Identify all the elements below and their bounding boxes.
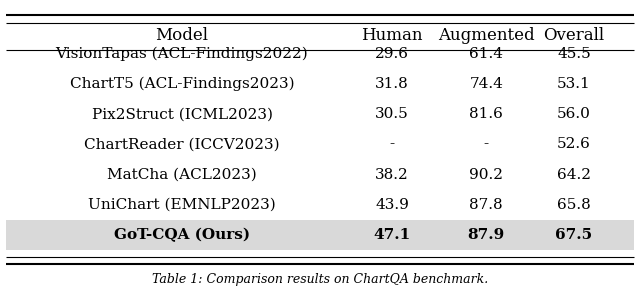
Text: ChartT5 (ACL-Findings2023): ChartT5 (ACL-Findings2023) <box>70 77 294 91</box>
Text: 87.8: 87.8 <box>469 198 503 211</box>
Text: 87.9: 87.9 <box>468 228 505 242</box>
Text: 56.0: 56.0 <box>557 107 591 121</box>
Text: Table 1: Comparison results on ChartQA benchmark.: Table 1: Comparison results on ChartQA b… <box>152 274 488 286</box>
Text: 81.6: 81.6 <box>469 107 503 121</box>
Text: 65.8: 65.8 <box>557 198 591 211</box>
Text: ChartReader (ICCV2023): ChartReader (ICCV2023) <box>84 137 280 151</box>
Text: 30.5: 30.5 <box>375 107 409 121</box>
Text: 61.4: 61.4 <box>469 47 503 61</box>
Text: -: - <box>390 137 395 151</box>
Text: Augmented: Augmented <box>438 27 534 44</box>
Text: 52.6: 52.6 <box>557 137 591 151</box>
Text: 67.5: 67.5 <box>556 228 593 242</box>
Text: UniChart (EMNLP2023): UniChart (EMNLP2023) <box>88 198 276 211</box>
Text: 64.2: 64.2 <box>557 167 591 181</box>
Text: 45.5: 45.5 <box>557 47 591 61</box>
Text: 53.1: 53.1 <box>557 77 591 91</box>
Text: Overall: Overall <box>543 27 605 44</box>
Text: -: - <box>484 137 489 151</box>
Text: Model: Model <box>156 27 209 44</box>
Text: Human: Human <box>362 27 423 44</box>
Text: 74.4: 74.4 <box>469 77 503 91</box>
Text: 43.9: 43.9 <box>375 198 409 211</box>
Text: 90.2: 90.2 <box>469 167 503 181</box>
Text: 31.8: 31.8 <box>375 77 409 91</box>
Text: 29.6: 29.6 <box>375 47 409 61</box>
FancyBboxPatch shape <box>6 220 634 250</box>
Text: VisionTapas (ACL-Findings2022): VisionTapas (ACL-Findings2022) <box>56 47 308 62</box>
Text: MatCha (ACL2023): MatCha (ACL2023) <box>107 167 257 181</box>
Text: 47.1: 47.1 <box>374 228 411 242</box>
Text: GoT-CQA (Ours): GoT-CQA (Ours) <box>114 228 250 242</box>
Text: Pix2Struct (ICML2023): Pix2Struct (ICML2023) <box>92 107 273 121</box>
Text: 38.2: 38.2 <box>375 167 409 181</box>
